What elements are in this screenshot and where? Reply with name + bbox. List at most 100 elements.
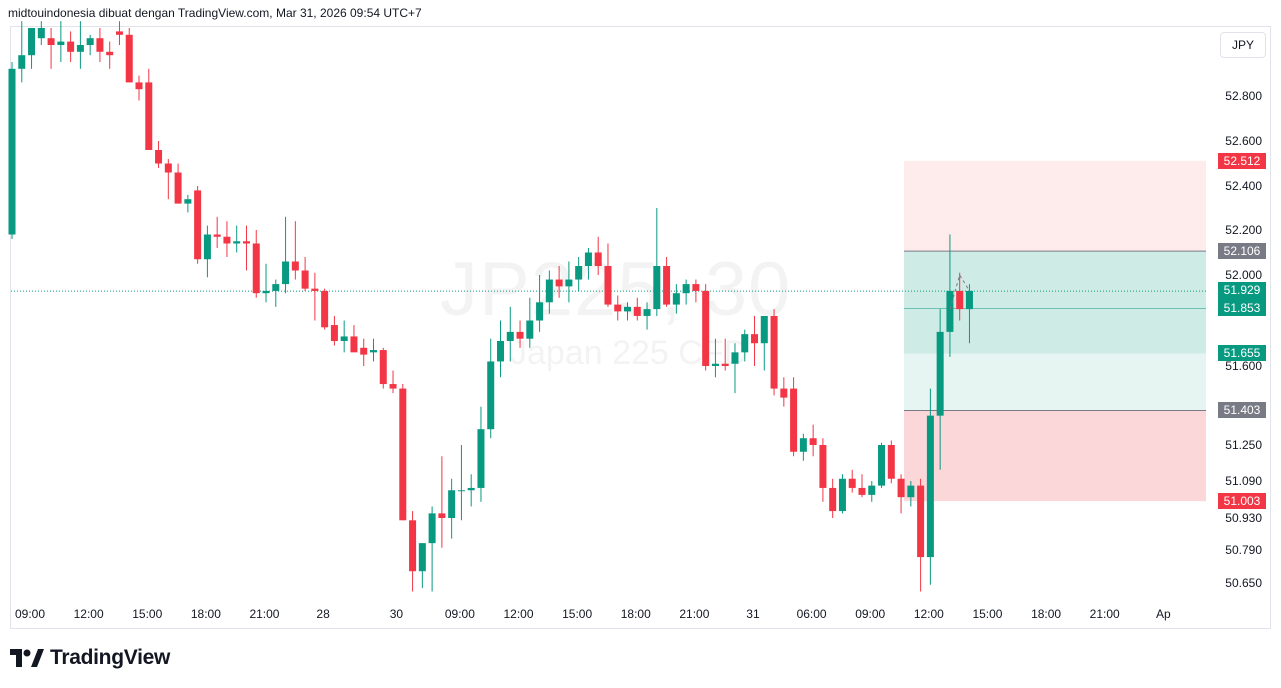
candle-body <box>28 28 36 56</box>
candle-body <box>653 266 661 310</box>
price-label-52106: 52.106 <box>1218 243 1266 260</box>
candle-body <box>457 490 465 492</box>
candle-body <box>409 520 417 572</box>
candle-body <box>106 51 114 56</box>
brand-name: TradingView <box>50 646 171 669</box>
candle-body <box>672 293 680 305</box>
price-label-51853: 51.853 <box>1218 300 1266 317</box>
candle-body <box>467 487 475 491</box>
x-tick-label: 12:00 <box>503 607 533 621</box>
candle-body <box>282 261 290 285</box>
candle-body <box>321 290 329 328</box>
candle-body <box>360 347 368 355</box>
y-tick-label: 50.650 <box>1225 576 1262 590</box>
stop-zone-upper <box>904 160 1206 252</box>
x-tick-label: 21:00 <box>1090 607 1120 621</box>
candle-body <box>389 384 397 389</box>
candle-body <box>868 485 876 495</box>
candle-body <box>594 252 602 266</box>
candle-body <box>829 487 837 512</box>
candle-body <box>956 290 964 310</box>
x-tick-label: 18:00 <box>621 607 651 621</box>
candle-body <box>379 350 387 385</box>
x-tick-label: 31 <box>746 607 760 621</box>
y-tick-label: 52.800 <box>1225 89 1262 103</box>
candle-body <box>311 288 319 291</box>
y-tick-label: 52.400 <box>1225 179 1262 193</box>
candle-body <box>526 320 534 339</box>
candle-body <box>760 315 768 344</box>
candle-body <box>809 438 817 445</box>
candle-body <box>8 68 16 235</box>
candle-body <box>819 445 827 488</box>
candle-body <box>741 334 749 353</box>
chart-header: midtouindonesia dibuat dengan TradingVie… <box>8 6 422 20</box>
candle-body <box>174 172 182 204</box>
candle-body <box>506 331 514 341</box>
candle-body <box>555 279 563 287</box>
y-tick-label: 52.200 <box>1225 223 1262 237</box>
candle-body <box>76 45 84 52</box>
y-tick-label: 51.250 <box>1225 438 1262 452</box>
target-zone-inner <box>904 251 1206 354</box>
candle-body <box>18 55 26 69</box>
candle-body <box>907 485 915 498</box>
candle-body <box>575 266 583 280</box>
x-tick-label: 15:00 <box>562 607 592 621</box>
candle-body <box>340 336 348 341</box>
x-tick-label: 18:00 <box>191 607 221 621</box>
currency-button[interactable]: JPY <box>1220 32 1266 58</box>
candle-body <box>37 28 45 39</box>
x-tick-label: 15:00 <box>132 607 162 621</box>
candle-body <box>428 513 436 544</box>
candle-body <box>780 388 788 398</box>
target-zone-outer <box>904 353 1206 411</box>
candle-body <box>584 252 592 266</box>
candle-body <box>330 325 338 341</box>
x-tick-label: 18:00 <box>1031 607 1061 621</box>
candle-body <box>624 306 632 312</box>
x-tick-label: 21:00 <box>249 607 279 621</box>
y-tick-label: 51.090 <box>1225 474 1262 488</box>
candle-body <box>350 336 358 353</box>
candle-body <box>751 334 759 344</box>
candle-body <box>487 361 495 430</box>
candle-body <box>858 487 866 495</box>
x-tick-label: 06:00 <box>797 607 827 621</box>
candle-body <box>438 513 446 518</box>
candle-body <box>721 363 729 366</box>
candle-body <box>917 485 925 558</box>
candle-body <box>887 445 895 479</box>
candle-body <box>272 284 280 291</box>
x-tick-label: 09:00 <box>15 607 45 621</box>
candle-body <box>799 438 807 452</box>
x-tick-label: 21:00 <box>679 607 709 621</box>
candle-body <box>711 363 719 366</box>
candle-body <box>897 478 905 498</box>
candle-body <box>135 82 143 90</box>
y-tick-label: 50.790 <box>1225 543 1262 557</box>
candle-body <box>67 41 75 52</box>
y-tick-label: 50.930 <box>1225 511 1262 525</box>
chart-frame <box>10 26 1271 629</box>
candle-body <box>692 284 700 291</box>
candle-body <box>125 34 133 83</box>
candle-body <box>770 315 778 389</box>
candle-body <box>145 82 153 150</box>
candle-body <box>682 284 690 294</box>
tradingview-logo-icon <box>10 649 44 667</box>
candle-body <box>545 279 553 303</box>
candle-body <box>418 543 426 572</box>
candle-body <box>565 279 573 287</box>
candle-body <box>252 243 260 294</box>
x-tick-label: 28 <box>316 607 330 621</box>
y-tick-label: 51.600 <box>1225 359 1262 373</box>
x-tick-label: 30 <box>390 607 404 621</box>
candle-body <box>663 266 671 305</box>
tradingview-logo[interactable]: TradingView <box>10 646 170 670</box>
candle-body <box>643 309 651 316</box>
price-label-51655: 51.655 <box>1218 345 1266 362</box>
candle-body <box>213 234 221 237</box>
x-tick-label: 12:00 <box>74 607 104 621</box>
